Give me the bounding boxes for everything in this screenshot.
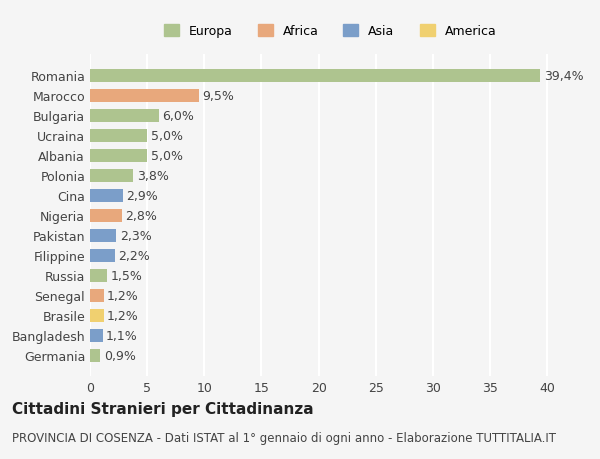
Text: 2,3%: 2,3% [120,229,151,242]
Bar [90,229,116,242]
Bar [90,169,133,182]
Text: 5,0%: 5,0% [151,150,182,162]
Bar [90,110,158,123]
Text: 6,0%: 6,0% [162,110,194,123]
Text: 1,1%: 1,1% [106,329,138,342]
Text: 5,0%: 5,0% [151,129,182,142]
Bar [90,90,199,102]
Text: PROVINCIA DI COSENZA - Dati ISTAT al 1° gennaio di ogni anno - Elaborazione TUTT: PROVINCIA DI COSENZA - Dati ISTAT al 1° … [12,431,556,444]
Text: 1,5%: 1,5% [110,269,142,282]
Text: 2,8%: 2,8% [125,209,157,222]
Bar [90,150,147,162]
Bar [90,329,103,342]
Text: 2,9%: 2,9% [127,189,158,202]
Text: 1,2%: 1,2% [107,289,139,302]
Text: Cittadini Stranieri per Cittadinanza: Cittadini Stranieri per Cittadinanza [12,401,314,416]
Text: 0,9%: 0,9% [104,349,136,362]
Bar [90,70,540,83]
Bar [90,129,147,142]
Text: 3,8%: 3,8% [137,169,169,182]
Text: 9,5%: 9,5% [202,90,234,103]
Legend: Europa, Africa, Asia, America: Europa, Africa, Asia, America [158,20,502,43]
Bar [90,349,100,362]
Text: 39,4%: 39,4% [544,70,583,83]
Bar [90,189,123,202]
Text: 1,2%: 1,2% [107,309,139,322]
Text: 2,2%: 2,2% [119,249,151,262]
Bar [90,269,107,282]
Bar [90,249,115,262]
Bar [90,289,104,302]
Bar [90,209,122,222]
Bar [90,309,104,322]
